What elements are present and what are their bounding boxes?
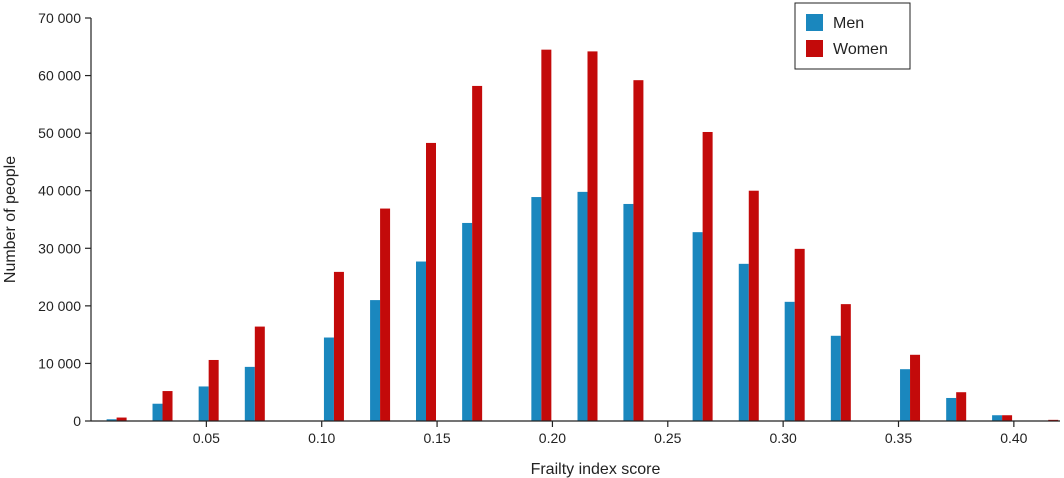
- x-axis-title: Frailty index score: [531, 461, 661, 478]
- y-tick-label: 50 000: [38, 125, 81, 141]
- y-axis-title: Number of people: [2, 156, 19, 283]
- bar-men-12: [738, 263, 749, 421]
- bar-women-3: [254, 326, 265, 421]
- bar-men-17: [992, 415, 1003, 421]
- y-tick-label: 70 000: [38, 10, 81, 26]
- legend: Men Women: [794, 2, 911, 70]
- bar-women-6: [426, 142, 436, 421]
- x-ticks: 0.05 0.10 0.15 0.20 0.25 0.30 0.35 0.40: [193, 421, 1028, 446]
- legend-label-women: Women: [833, 41, 888, 58]
- y-ticks: 0 10 000 20 000 30 000 40 000 50 000 60 000 70 …: [38, 10, 91, 429]
- y-tick-label: 40 000: [38, 183, 81, 199]
- bar-men-15: [900, 369, 911, 421]
- bar-men-11: [692, 232, 703, 421]
- bar-women-8: [541, 49, 552, 421]
- bar-men-9: [577, 191, 588, 421]
- bar-women-17: [1002, 415, 1013, 421]
- y-tick-label: 0: [73, 413, 81, 429]
- bar-women-5: [380, 208, 391, 421]
- bar-women-16: [956, 392, 967, 421]
- y-tick-label: 10 000: [38, 355, 81, 371]
- bar-women-11: [702, 131, 713, 422]
- bar-men-7: [462, 222, 473, 421]
- bar-women-14: [840, 304, 851, 421]
- legend-swatch-women: [806, 40, 823, 57]
- bar-women-9: [587, 51, 598, 421]
- legend-swatch-men: [806, 14, 823, 31]
- bar-men-10: [623, 203, 634, 421]
- legend-label-men: Men: [833, 15, 864, 32]
- legend-box: [794, 2, 911, 70]
- x-tick-label: 0.05: [193, 430, 220, 446]
- bar-women-12: [748, 190, 759, 421]
- bar-men-2: [198, 386, 209, 421]
- x-tick-label: 0.35: [885, 430, 912, 446]
- bar-men-13: [784, 301, 795, 421]
- bar-men-3: [244, 366, 255, 421]
- bar-women-7: [472, 85, 483, 422]
- y-tick-label: 60 000: [38, 68, 81, 84]
- bar-women-13: [794, 248, 805, 421]
- y-tick-label: 20 000: [38, 298, 81, 314]
- bar-women-2: [208, 359, 219, 421]
- bar-men-0: [106, 419, 117, 421]
- y-axis: 0 10 000 20 000 30 000 40 000 50 000 60 000 70 …: [38, 10, 92, 429]
- bar-men-5: [370, 300, 381, 421]
- bar-women-1: [162, 391, 173, 421]
- y-tick-label: 30 000: [38, 240, 81, 256]
- bar-men-8: [531, 197, 542, 421]
- bar-women-4: [333, 271, 344, 421]
- x-tick-label: 0.40: [1000, 430, 1027, 446]
- bar-women-15: [910, 354, 921, 421]
- x-tick-label: 0.25: [654, 430, 681, 446]
- bar-women-0: [116, 417, 127, 421]
- bars-group: [106, 49, 1059, 422]
- bar-men-4: [323, 337, 334, 421]
- bar-men-14: [830, 335, 841, 421]
- x-tick-label: 0.10: [308, 430, 335, 446]
- x-tick-label: 0.30: [770, 430, 797, 446]
- x-tick-label: 0.20: [539, 430, 566, 446]
- x-axis: 0.05 0.10 0.15 0.20 0.25 0.30 0.35 0.40: [91, 420, 1060, 446]
- bar-men-16: [946, 397, 957, 421]
- x-tick-label: 0.15: [423, 430, 450, 446]
- bar-men-1: [152, 403, 163, 421]
- bar-men-6: [416, 261, 426, 421]
- bar-women-10: [633, 80, 644, 422]
